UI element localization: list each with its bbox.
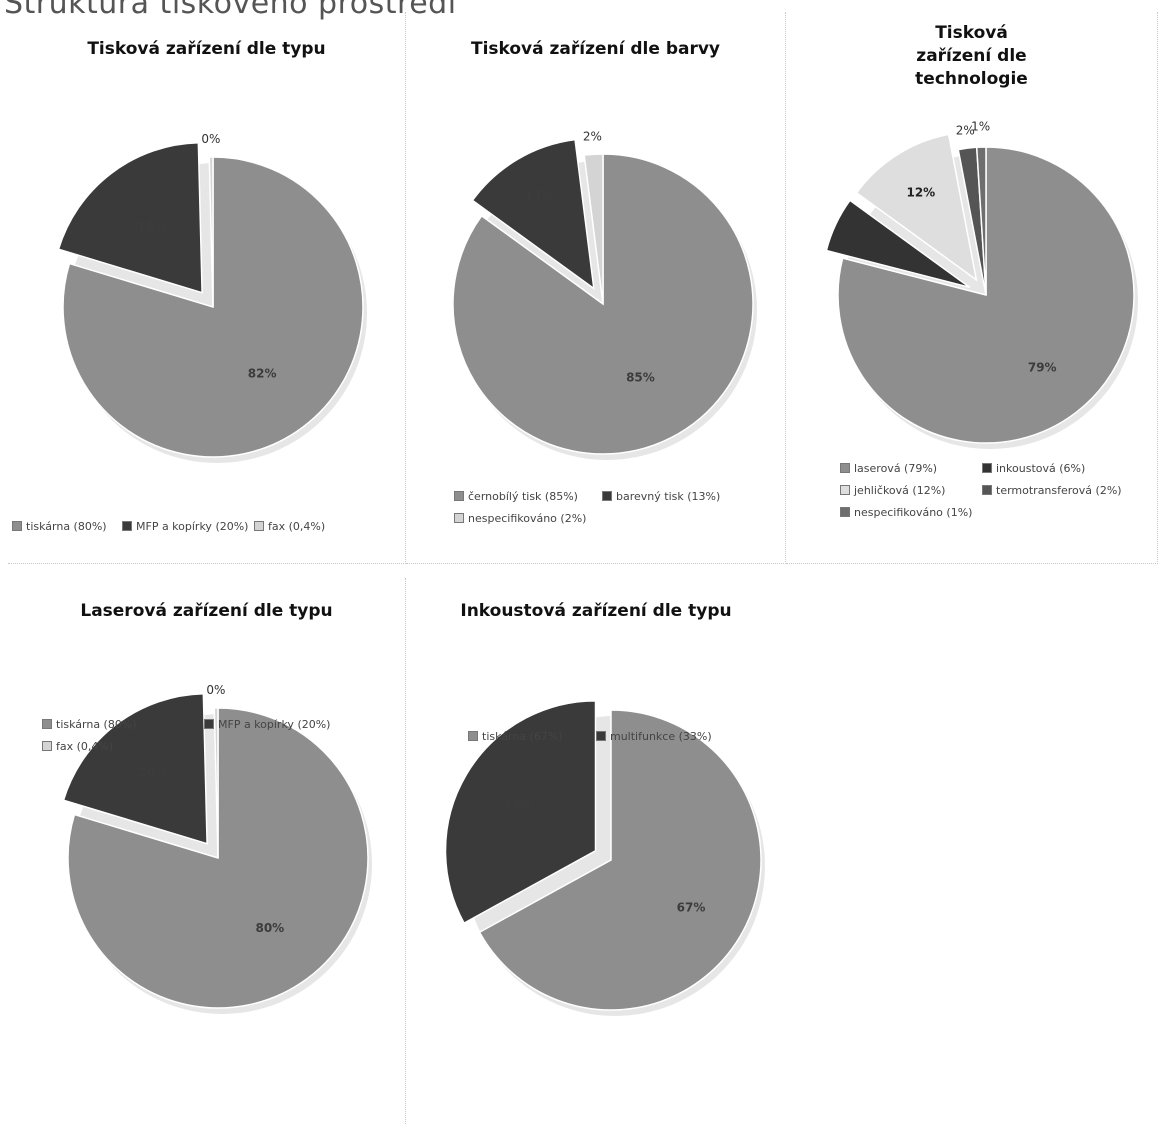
chart-title: Laserová zařízení dle typu bbox=[80, 601, 333, 621]
data-label: 80% bbox=[255, 921, 284, 935]
legend-swatch bbox=[840, 463, 850, 473]
legend-label: termotransferová (2%) bbox=[996, 484, 1122, 497]
pie-chart: 67% 33% bbox=[444, 700, 765, 1016]
legend-swatch bbox=[596, 731, 606, 741]
pie-slice bbox=[471, 138, 595, 291]
chart-panel-laser-type: Laserová zařízení dle typu 80% 20% 0% tisk… bbox=[8, 578, 406, 1124]
legend-item: nespecifikováno (2%) bbox=[454, 512, 586, 525]
pie-chart: 80% 20% 0% bbox=[62, 683, 372, 1014]
legend-item: nespecifikováno (1%) bbox=[840, 506, 972, 519]
legend-swatch bbox=[982, 485, 992, 495]
data-label: 33% bbox=[504, 798, 533, 812]
legend-item: termotransferová (2%) bbox=[982, 484, 1122, 497]
legend-item: tiskárna (67%) bbox=[468, 730, 563, 743]
legend-label: fax (0,4%) bbox=[268, 520, 326, 533]
legend-item: barevný tisk (13%) bbox=[602, 490, 720, 503]
legend-swatch bbox=[840, 507, 850, 517]
legend-item: inkoustová (6%) bbox=[982, 462, 1085, 475]
data-label: 12% bbox=[906, 185, 935, 199]
legend-swatch bbox=[42, 719, 52, 729]
legend-label: multifunkce (33%) bbox=[610, 730, 712, 743]
chart-panel-technology: Tisková zařízení dle technologie 79% 12% 2… bbox=[786, 12, 1158, 564]
legend-label: tiskárna (67%) bbox=[482, 730, 563, 743]
pie-slice bbox=[478, 709, 762, 1011]
legend-swatch bbox=[42, 741, 52, 751]
chart-title: Tisková zařízení dle technologie bbox=[915, 23, 1028, 89]
data-label: 18% bbox=[138, 220, 167, 234]
legend-label: laserová (79%) bbox=[854, 462, 938, 475]
legend-label: MFP a kopírky (20%) bbox=[136, 520, 249, 533]
legend-item: tiskárna (80%) bbox=[42, 718, 137, 731]
pie-chart: 85% 13% 2% bbox=[452, 129, 757, 460]
data-label: 82% bbox=[248, 366, 277, 380]
data-label: 67% bbox=[677, 900, 706, 914]
legend-swatch bbox=[454, 513, 464, 523]
legend-item: černobílý tisk (85%) bbox=[454, 490, 578, 503]
pie-slice bbox=[825, 199, 971, 289]
data-label: 20% bbox=[138, 765, 167, 779]
legend-item: multifunkce (33%) bbox=[596, 730, 712, 743]
legend-item: MFP a kopírky (20%) bbox=[122, 520, 248, 533]
pie-chart: 79% 12% 2%1% bbox=[825, 119, 1138, 449]
data-label: 1% bbox=[971, 119, 990, 133]
pie-slice bbox=[57, 141, 203, 294]
pie-slice bbox=[855, 133, 978, 282]
legend-swatch bbox=[204, 719, 214, 729]
pie-slice bbox=[975, 146, 987, 296]
chart-panel-device-type: Tisková zařízení dle typu 82% 18% 0% tiská… bbox=[8, 12, 406, 564]
legend-label: tiskárna (80%) bbox=[26, 520, 107, 533]
legend-label: inkoustová (6%) bbox=[996, 462, 1086, 475]
legend-item: fax (0,4%) bbox=[42, 740, 113, 753]
pie-slice bbox=[583, 153, 604, 305]
chart-panel-inkjet-type: Inkoustová zařízení dle typu 67% 33% tisk… bbox=[406, 578, 786, 1124]
pie-chart: 82% 18% 0% bbox=[57, 132, 367, 463]
legend-label: nespecifikováno (1%) bbox=[854, 506, 973, 519]
legend-label: MFP a kopírky (20%) bbox=[218, 718, 331, 731]
pie-slice bbox=[208, 156, 214, 308]
data-label: 0% bbox=[206, 683, 225, 697]
legend-swatch bbox=[12, 521, 22, 531]
legend-item: fax (0,4%) bbox=[254, 520, 325, 533]
legend-swatch bbox=[840, 485, 850, 495]
data-label: 2% bbox=[583, 129, 602, 143]
legend-item: tiskárna (80%) bbox=[12, 520, 107, 533]
pie-slice bbox=[213, 707, 219, 859]
chart-title: Inkoustová zařízení dle typu bbox=[460, 601, 732, 621]
legend-swatch bbox=[254, 521, 264, 531]
chart-title: Tisková zařízení dle typu bbox=[87, 39, 326, 59]
legend-label: jehličková (12%) bbox=[854, 484, 946, 497]
legend-label: tiskárna (80%) bbox=[56, 718, 137, 731]
legend-swatch bbox=[602, 491, 612, 501]
data-label: 85% bbox=[626, 371, 655, 385]
legend-item: MFP a kopírky (20%) bbox=[204, 718, 330, 731]
legend-label: nespecifikováno (2%) bbox=[468, 512, 587, 525]
legend-label: černobílý tisk (85%) bbox=[468, 490, 578, 503]
legend-item: laserová (79%) bbox=[840, 462, 937, 475]
legend-label: barevný tisk (13%) bbox=[616, 490, 721, 503]
legend-item: jehličková (12%) bbox=[840, 484, 945, 497]
chart-title: Tisková zařízení dle barvy bbox=[470, 39, 721, 59]
legend-swatch bbox=[468, 731, 478, 741]
data-label: 2% bbox=[956, 124, 975, 138]
data-label: 0% bbox=[201, 132, 220, 146]
legend-swatch bbox=[122, 521, 132, 531]
pie-slice bbox=[62, 692, 208, 845]
data-label: 79% bbox=[1028, 361, 1057, 375]
chart-panel-color: Tisková zařízení dle barvy 85% 13% 2% čern… bbox=[406, 12, 786, 564]
data-label: 13% bbox=[524, 189, 553, 203]
pie-slice bbox=[444, 700, 597, 925]
legend-swatch bbox=[454, 491, 464, 501]
page-heading: Struktura tiskového prostředí bbox=[4, 0, 457, 21]
legend-swatch bbox=[982, 463, 992, 473]
legend-label: fax (0,4%) bbox=[56, 740, 114, 753]
